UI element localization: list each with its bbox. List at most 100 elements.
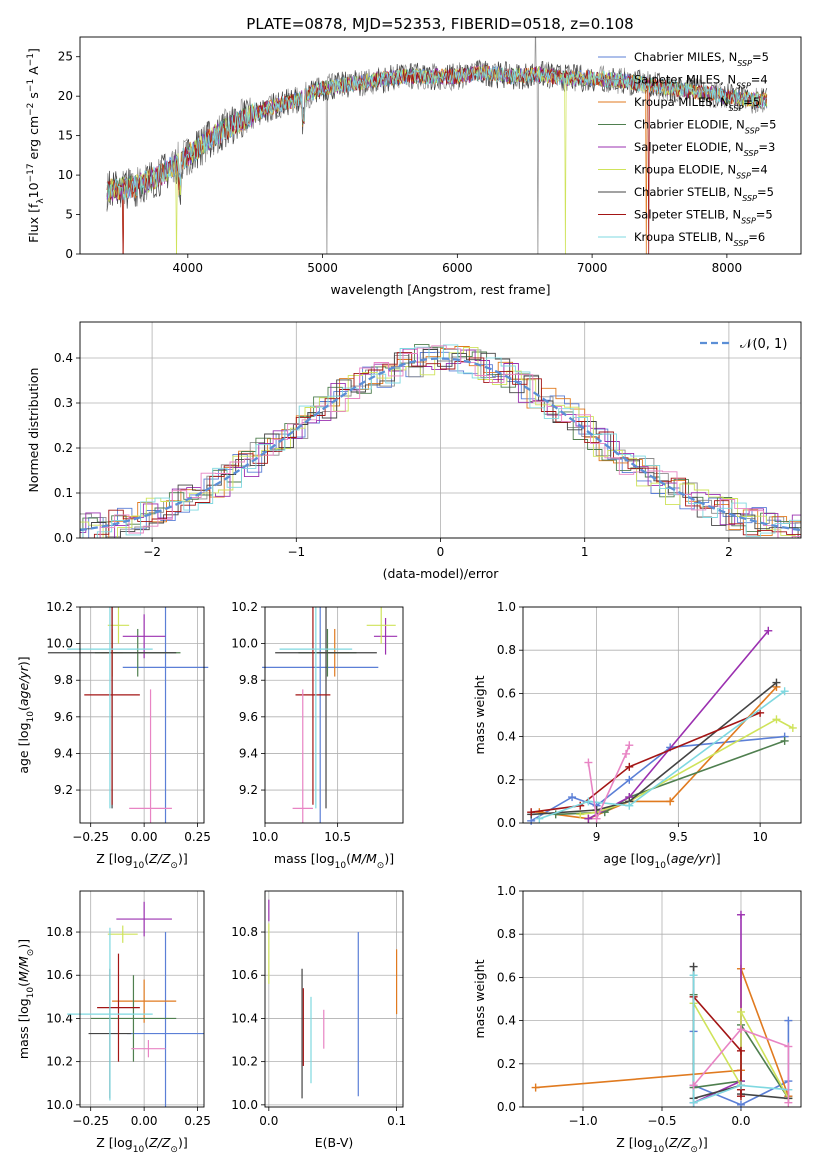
legend-entry: 𝒩(0, 1)	[740, 337, 787, 352]
x-tick-label: 5000	[307, 261, 338, 275]
y-tick-label: 0.0	[497, 816, 516, 830]
age_vs_Z-points	[47, 607, 209, 823]
x-tick-label: −1.0	[568, 1114, 597, 1128]
series-marker	[622, 749, 631, 758]
x-tick-label: 1	[581, 545, 589, 559]
series-marker	[625, 775, 634, 784]
series-marker	[736, 1092, 745, 1101]
y-tick-label: 10.4	[231, 1011, 258, 1025]
x-tick-label: 0.00	[131, 830, 158, 844]
y-tick-label: 9.6	[54, 710, 73, 724]
y-tick-label: 0.2	[497, 1057, 516, 1071]
y-tick-label: 0.2	[54, 441, 73, 455]
spectrum-frame	[79, 36, 802, 255]
age_vs_mass-frame	[264, 606, 404, 824]
series-marker	[784, 1042, 793, 1051]
y-tick-label: 9.8	[239, 673, 258, 687]
histogram-chabrier-miles	[80, 351, 801, 538]
weight_vs_age-frame	[522, 606, 802, 824]
series-marker	[584, 758, 593, 767]
errorbar-point	[112, 979, 177, 1023]
legend-entry: Chabrier ELODIE, NSSP=5	[634, 118, 776, 136]
series-marker	[689, 962, 698, 971]
series-marker	[666, 797, 675, 806]
series-marker	[780, 687, 789, 696]
x-tick-label: 0.25	[184, 1114, 211, 1128]
y-axis-label: mass weight	[472, 675, 487, 754]
legend-entry: Salpeter ELODIE, NSSP=3	[634, 140, 775, 158]
series-marker	[584, 797, 593, 806]
age_vs_mass-axes: 10.0 10.5 9.2 9.4 9.6 9.8 10.0 10.2 mass [log10(…	[231, 600, 403, 871]
errorbar-point	[366, 607, 396, 644]
series-marker	[784, 1016, 793, 1025]
series-line	[539, 690, 786, 820]
residuals-frame	[79, 321, 802, 539]
y-axis-label: age [log10(age/yr)]	[16, 656, 36, 773]
mass_vs_EBV-axes: 0.0 0.1 10.0 10.2 10.4 10.6 10.8 E(B-V)	[231, 891, 406, 1150]
series-line	[692, 975, 789, 1104]
series-line	[587, 744, 631, 822]
y-axis-label: mass weight	[472, 959, 487, 1038]
x-axis-label: E(B-V)	[315, 1135, 354, 1150]
spectrum-line-kroupa-stelib	[106, 65, 768, 201]
x-tick-label: 0.1	[387, 1114, 406, 1128]
errorbar-point	[116, 901, 172, 937]
age_vs_Z-frame	[79, 606, 205, 824]
y-tick-label: 0	[65, 247, 73, 261]
x-tick-label: 4000	[173, 261, 204, 275]
weight_vs_Z-axes: −1.0 −0.5 0.0 0.0 0.2 0.4 0.6 0.8 1.0 Z [log10(Z/…	[472, 884, 801, 1155]
series-marker	[568, 793, 577, 802]
errorbar-point	[67, 607, 153, 809]
y-tick-label: 10	[58, 168, 73, 182]
y-tick-label: 0.8	[497, 927, 516, 941]
y-tick-label: 1.0	[497, 600, 516, 614]
y-tick-label: 10.2	[46, 600, 73, 614]
errorbar-point	[262, 607, 379, 823]
legend-entry: Salpeter STELIB, NSSP=5	[634, 208, 773, 226]
series-marker	[531, 1083, 540, 1092]
x-tick-label: −0.5	[647, 1114, 676, 1128]
legend-entry: Kroupa ELODIE, NSSP=4	[634, 163, 768, 181]
y-axis-label: Flux [fλ10−17 erg cm−2 s−1 A−1]	[26, 48, 46, 243]
x-tick-label: −1	[287, 545, 305, 559]
errorbar-point	[84, 607, 140, 805]
y-tick-label: 15	[58, 129, 73, 143]
series-marker	[784, 1098, 793, 1107]
series-marker	[736, 1046, 745, 1055]
x-tick-label: 9.5	[669, 830, 688, 844]
series-marker	[584, 814, 593, 823]
y-tick-label: 25	[58, 50, 73, 64]
series-marker	[736, 1007, 745, 1016]
x-tick-label: 0.00	[131, 1114, 158, 1128]
series-marker	[592, 806, 601, 815]
y-tick-label: 10.8	[231, 925, 258, 939]
errorbar-point	[97, 953, 140, 1062]
x-tick-label: 10	[752, 830, 767, 844]
y-tick-label: 0.0	[497, 1100, 516, 1114]
weight_vs_Z-frame	[522, 890, 802, 1108]
y-tick-label: 10.0	[46, 1098, 73, 1112]
x-axis-label: age [log10(age/yr)]	[603, 851, 720, 871]
x-axis-label: Z [log10(Z/Z⊙)]	[616, 1135, 707, 1155]
spectrum-line-kroupa-elodie	[106, 64, 768, 254]
errorbar-point	[107, 925, 138, 943]
y-tick-label: 20	[58, 89, 73, 103]
series-marker	[788, 723, 797, 732]
x-axis-label: Z [log10(Z/Z⊙)]	[96, 851, 187, 871]
series-marker	[736, 1025, 745, 1034]
y-axis-label: mass [log10(M/M⊙)]	[16, 939, 36, 1059]
y-tick-label: 9.8	[54, 673, 73, 687]
figure-title: PLATE=0878, MJD=52353, FIBERID=0518, z=0…	[246, 15, 633, 33]
x-tick-label: −2	[143, 545, 161, 559]
series-marker	[535, 814, 544, 823]
y-tick-label: 0.4	[497, 730, 516, 744]
mass_vs_EBV-points	[268, 899, 398, 1099]
errorbar-point	[279, 607, 353, 809]
y-tick-label: 5	[65, 208, 73, 222]
y-tick-label: 10.4	[46, 1011, 73, 1025]
y-tick-label: 9.6	[239, 710, 258, 724]
y-tick-label: 0.3	[54, 396, 73, 410]
x-tick-label: 0	[437, 545, 445, 559]
series-line	[531, 681, 778, 816]
